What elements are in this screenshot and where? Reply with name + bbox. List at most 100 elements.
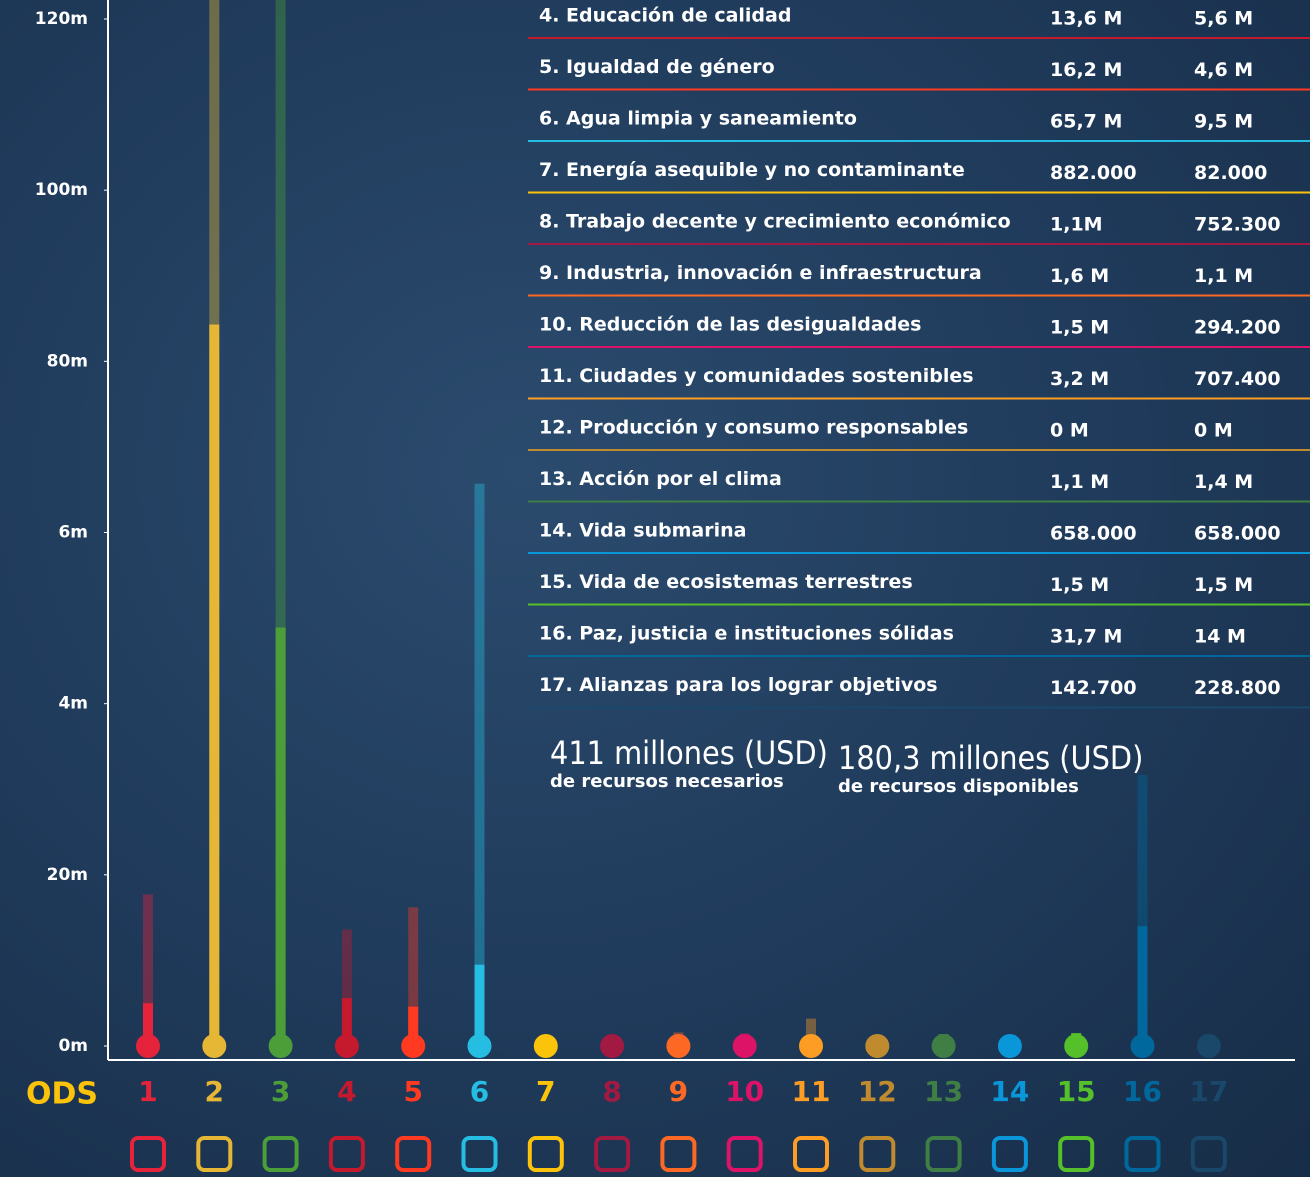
available-bar	[143, 1003, 153, 1046]
ods-icon	[925, 1136, 962, 1172]
needed-amount: 142.700	[1050, 677, 1137, 699]
available-amount: 4,6 M	[1194, 59, 1253, 81]
goal-name: 8. Trabajo decente y crecimiento económi…	[539, 211, 1011, 233]
summary-caption: de recursos necesarios	[550, 771, 784, 792]
y-tick-label: 4m	[58, 694, 88, 714]
ods-icon	[130, 1136, 166, 1172]
y-tick-label: 0m	[58, 1036, 88, 1056]
bulb	[202, 1034, 227, 1058]
bulb	[467, 1034, 492, 1058]
ods-icon	[395, 1136, 432, 1172]
goal-name: 9. Industria, innovación e infraestructu…	[539, 262, 982, 284]
needed-amount: 1,1 M	[1050, 471, 1109, 493]
x-tick-label: 15	[1057, 1075, 1096, 1108]
ods-icon	[527, 1136, 564, 1172]
needed-amount: 1,5 M	[1050, 317, 1109, 339]
bulb	[136, 1034, 160, 1058]
available-bar	[341, 998, 352, 1046]
needed-amount: 1,6 M	[1050, 265, 1109, 287]
available-amount: 1,4 M	[1194, 471, 1253, 493]
x-tick-label: 11	[792, 1075, 831, 1108]
available-amount: 294.200	[1194, 317, 1281, 339]
needed-amount: 13,6 M	[1050, 8, 1122, 30]
ods-icon	[594, 1136, 631, 1172]
ods-icon	[1190, 1136, 1227, 1172]
ods-icon	[726, 1136, 763, 1172]
bulb	[401, 1034, 426, 1058]
x-tick-label: 4	[337, 1075, 356, 1108]
x-tick-label: 16	[1123, 1075, 1162, 1108]
goal-name: 12. Producción y consumo responsables	[539, 417, 968, 439]
summary-amount: 411 millones (USD)	[550, 734, 828, 772]
available-amount: 9,5 M	[1194, 111, 1253, 133]
bulb	[334, 1034, 359, 1058]
bulb	[799, 1034, 823, 1058]
ods-icon	[328, 1136, 365, 1172]
y-tick-label: 120m	[35, 9, 88, 29]
bulb	[732, 1034, 757, 1058]
available-amount: 0 M	[1194, 420, 1233, 442]
bulb	[1196, 1034, 1221, 1058]
ods-icon	[793, 1136, 829, 1172]
ods-icon	[461, 1136, 498, 1172]
x-tick-label: 14	[990, 1075, 1029, 1108]
available-bar	[408, 1006, 419, 1046]
goal-name: 11. Ciudades y comunidades sostenibles	[539, 365, 974, 387]
goal-name: 17. Alianzas para los lograr objetivos	[539, 674, 938, 696]
needed-bar	[143, 894, 153, 1046]
goal-name: 10. Reducción de las desigualdades	[539, 314, 922, 336]
available-bar	[474, 964, 485, 1046]
needed-bar	[1137, 774, 1148, 1046]
y-tick-label: 100m	[35, 180, 88, 200]
available-amount: 1,1 M	[1194, 265, 1253, 287]
available-amount: 14 M	[1194, 626, 1246, 648]
x-tick-label: 3	[271, 1075, 290, 1108]
needed-amount: 31,7 M	[1050, 626, 1122, 648]
available-amount: 1,5 M	[1194, 574, 1253, 596]
available-amount: 707.400	[1194, 368, 1281, 390]
bulb	[600, 1034, 625, 1058]
x-tick-label: 17	[1189, 1075, 1228, 1108]
ods-icon	[1124, 1136, 1161, 1172]
goal-name: 7. Energía asequible y no contaminante	[539, 159, 965, 181]
y-tick-label: 20m	[47, 865, 88, 885]
y-tick-label: 80m	[47, 351, 88, 371]
needed-bar	[408, 907, 419, 1046]
bulb	[1130, 1034, 1155, 1058]
needed-amount: 0 M	[1050, 420, 1089, 442]
summary-amount: 180,3 millones (USD)	[838, 739, 1143, 777]
x-tick-label: 8	[602, 1075, 621, 1108]
x-tick-label: 9	[669, 1075, 688, 1108]
x-tick-label: 5	[403, 1075, 422, 1108]
bulb	[931, 1034, 956, 1058]
x-tick-label: 12	[858, 1075, 897, 1108]
needed-amount: 658.000	[1050, 523, 1137, 545]
needed-amount: 1,5 M	[1050, 574, 1109, 596]
summary-caption: de recursos disponibles	[838, 776, 1079, 797]
goal-name: 14. Vida submarina	[539, 520, 746, 542]
needed-amount: 65,7 M	[1050, 111, 1122, 133]
available-amount: 752.300	[1194, 214, 1281, 236]
bulb	[268, 1034, 293, 1058]
available-amount: 5,6 M	[1194, 8, 1253, 30]
available-amount: 658.000	[1194, 523, 1281, 545]
bulb	[533, 1034, 558, 1058]
available-amount: 82.000	[1194, 162, 1267, 184]
needed-bar	[341, 929, 352, 1046]
needed-bar	[474, 483, 485, 1046]
ods-icon	[1058, 1136, 1095, 1172]
y-tick-label: 6m	[58, 523, 88, 543]
available-bar	[1137, 926, 1148, 1046]
bulb	[666, 1034, 691, 1058]
goal-name: 5. Igualdad de género	[539, 56, 775, 78]
needed-bar	[275, 0, 286, 1046]
x-tick-label: 10	[725, 1075, 764, 1108]
needed-amount: 882.000	[1050, 162, 1137, 184]
bulb	[997, 1034, 1022, 1058]
needed-amount: 16,2 M	[1050, 59, 1122, 81]
x-tick-label: 1	[138, 1075, 157, 1108]
x-tick-label: 2	[205, 1075, 224, 1108]
needed-amount: 3,2 M	[1050, 368, 1109, 390]
goal-name: 13. Acción por el clima	[539, 468, 782, 490]
